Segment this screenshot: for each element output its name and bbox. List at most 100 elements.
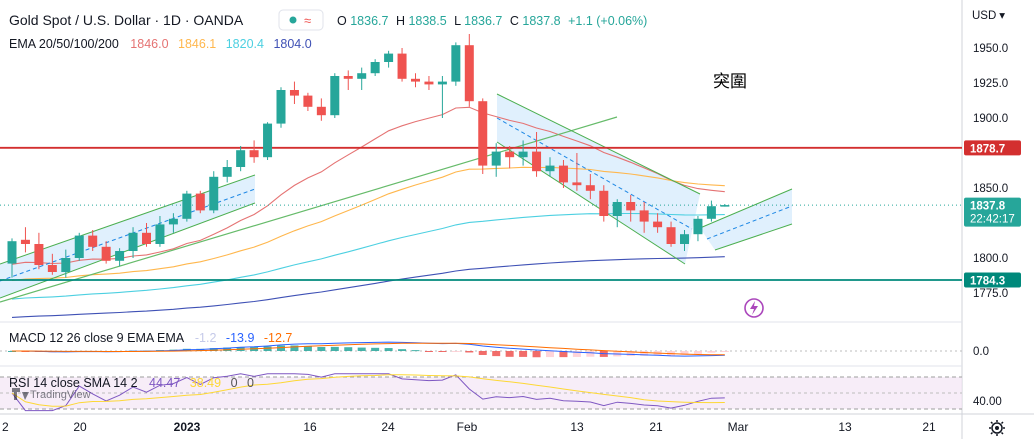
rsi-extra-value-1: 0 [231, 376, 238, 390]
candle[interactable] [7, 238, 17, 278]
candle[interactable] [666, 221, 676, 247]
settings-gear-icon[interactable] [989, 420, 1005, 436]
candle[interactable] [653, 213, 663, 233]
candle[interactable] [680, 230, 689, 251]
macd-histogram-bar [303, 346, 312, 351]
candle[interactable] [626, 195, 636, 222]
candle[interactable] [263, 122, 273, 160]
candle[interactable] [128, 227, 138, 258]
candle[interactable] [343, 70, 353, 90]
candle[interactable] [155, 216, 165, 247]
candle[interactable] [47, 253, 57, 275]
falling-channel-upper[interactable] [496, 93, 701, 195]
candle[interactable] [142, 223, 151, 247]
svg-text:MACD 12 26 close 9 EMA EMA: MACD 12 26 close 9 EMA EMA -1.2 -13.9 -1… [9, 331, 292, 345]
time-tick-label: 20 [73, 420, 87, 434]
macd-histogram-bar [371, 347, 380, 351]
candle[interactable] [182, 190, 192, 222]
resistance-price-badge[interactable]: 1878.7 [964, 140, 1021, 156]
candle[interactable] [384, 50, 394, 68]
candle[interactable] [88, 230, 98, 251]
candle[interactable] [101, 241, 111, 264]
candle[interactable] [532, 132, 542, 177]
candle[interactable] [74, 232, 84, 261]
ema-20-line[interactable] [11, 106, 725, 265]
macd-signal-line[interactable] [12, 342, 725, 356]
candle[interactable] [209, 171, 219, 214]
price-tick-label: 1900.0 [973, 113, 1008, 125]
candle[interactable] [599, 185, 609, 222]
candle[interactable] [572, 153, 582, 191]
symbol-title[interactable]: Gold Spot / U.S. Dollar · 1D · OANDA [9, 12, 244, 28]
candle[interactable] [451, 42, 461, 86]
macd-histogram-bar [572, 351, 581, 357]
candle[interactable] [249, 140, 259, 163]
macd-histogram-bar [693, 351, 702, 354]
ohlc-c-label: C [510, 14, 519, 28]
status-dot-icon [289, 16, 297, 24]
candle[interactable] [424, 76, 434, 90]
candle[interactable] [397, 48, 407, 82]
rising-channel-lower[interactable] [0, 202, 256, 299]
candle[interactable] [706, 200, 716, 222]
candle[interactable] [558, 160, 568, 188]
support-price-badge[interactable]: 1784.3 [964, 272, 1021, 288]
ohlc-c-value: 1837.8 [522, 14, 560, 28]
candle[interactable] [34, 232, 44, 270]
time-tick-label: Feb [457, 420, 478, 434]
candle[interactable] [289, 81, 299, 104]
time-tick-label: 13 [838, 420, 852, 434]
candle[interactable] [61, 249, 71, 278]
candle[interactable] [464, 34, 474, 107]
macd-histogram-bar [546, 351, 554, 358]
candle[interactable] [720, 204, 730, 207]
rsi-sma-line[interactable] [11, 374, 725, 407]
candle[interactable] [518, 140, 528, 166]
candle[interactable] [505, 146, 515, 169]
candle[interactable] [491, 143, 501, 177]
falling-channel-fill [497, 94, 700, 264]
candle[interactable] [115, 248, 125, 267]
candle[interactable] [330, 73, 340, 118]
macd-histogram-bar [277, 345, 285, 351]
candle[interactable] [316, 98, 326, 121]
candle[interactable] [370, 59, 380, 76]
candle[interactable] [693, 216, 703, 242]
candle[interactable] [585, 174, 595, 200]
falling-channel-lower[interactable] [496, 141, 686, 265]
price-tick-label: 1925.0 [973, 78, 1008, 90]
candle[interactable] [236, 146, 246, 172]
candle[interactable] [639, 202, 649, 233]
lightning-icon[interactable] [744, 298, 764, 318]
candle[interactable] [545, 157, 555, 177]
annotation-breakout[interactable]: 突圍 [713, 72, 747, 91]
macd-histogram-bar [330, 346, 339, 351]
macd-histogram-bar [209, 348, 218, 351]
candle[interactable] [478, 98, 488, 174]
price-tick-label: 1800.0 [973, 253, 1008, 265]
candle[interactable] [222, 160, 232, 183]
currency-selector[interactable]: USD ▾ [972, 10, 1005, 22]
rsi-line[interactable] [11, 373, 725, 412]
macd-hist-value: -1.2 [195, 331, 217, 345]
price-tick-label: 1950.0 [973, 43, 1008, 55]
candle[interactable] [612, 199, 622, 228]
svg-text:1784.3: 1784.3 [970, 275, 1005, 287]
candle[interactable] [437, 76, 447, 118]
ema-20-value: 1846.0 [130, 37, 168, 51]
candle[interactable] [195, 190, 205, 214]
candle[interactable] [168, 213, 178, 233]
candle[interactable] [411, 73, 420, 88]
current-price-badge[interactable]: 1837.822:42:17 [964, 197, 1021, 227]
breakout-channel-upper[interactable] [699, 188, 793, 229]
ema-200-line[interactable] [11, 256, 725, 318]
breakout-channel-lower[interactable] [714, 223, 793, 251]
macd-histogram-bar [357, 347, 366, 351]
candle[interactable] [276, 87, 286, 128]
candle[interactable] [20, 227, 30, 253]
candle[interactable] [357, 67, 367, 90]
ema-50-line[interactable] [11, 166, 725, 282]
candle[interactable] [303, 92, 313, 111]
legend-pill[interactable]: ≈ [278, 9, 324, 31]
